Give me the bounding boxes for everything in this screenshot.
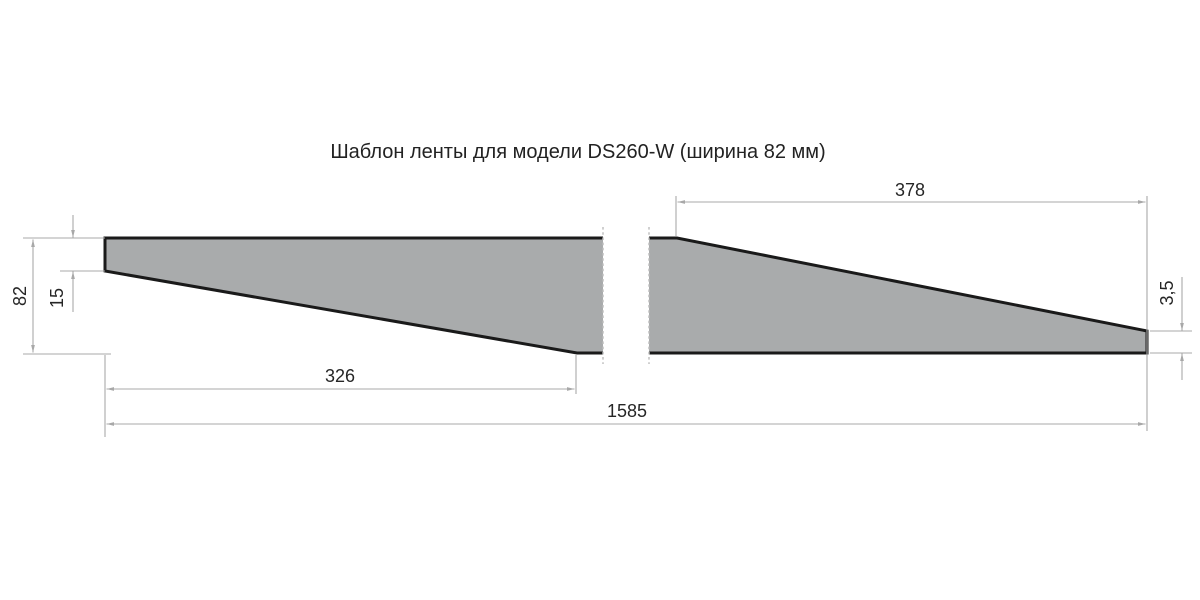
dimension-band-width: 82 [10,237,111,355]
dimension-label-378: 378 [895,180,925,200]
dimension-label-3-5: 3,5 [1157,280,1177,305]
dimension-label-15: 15 [47,288,67,308]
dimension-right-end-height: 3,5 [1150,277,1192,380]
dimension-label-82: 82 [10,286,30,306]
dimension-left-end-height: 15 [47,215,105,312]
dimension-right-taper-length: 378 [675,180,1148,431]
band-left-segment [105,238,603,353]
drawing-title: Шаблон ленты для модели DS260-W (ширина … [330,141,825,163]
dimension-total-length: 1585 [104,355,1146,437]
dimension-label-326: 326 [325,366,355,386]
band-right-segment [649,238,1147,353]
dimension-left-taper-length: 326 [106,355,577,394]
dimension-label-1585: 1585 [607,401,647,421]
